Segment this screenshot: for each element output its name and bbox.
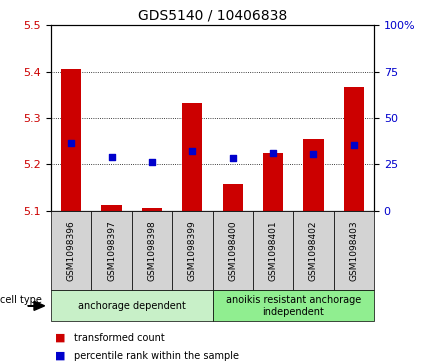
Bar	[303, 139, 323, 211]
Text: cell type: cell type	[0, 295, 42, 305]
Point	[310, 151, 317, 157]
Text: ■: ■	[55, 351, 66, 361]
Bar	[344, 86, 364, 211]
Bar	[223, 184, 243, 211]
Point	[189, 148, 196, 154]
Title: GDS5140 / 10406838: GDS5140 / 10406838	[138, 9, 287, 23]
Point	[108, 154, 115, 160]
Point	[229, 155, 236, 161]
Bar	[263, 153, 283, 211]
Text: ■: ■	[55, 333, 66, 343]
Point	[149, 159, 156, 165]
Point	[269, 150, 276, 156]
Text: GSM1098398: GSM1098398	[147, 220, 156, 281]
Bar	[61, 69, 81, 211]
Text: anoikis resistant anchorage
independent: anoikis resistant anchorage independent	[226, 295, 361, 317]
Bar	[142, 208, 162, 211]
Text: GSM1098401: GSM1098401	[269, 220, 278, 281]
Point	[350, 142, 357, 148]
Text: GSM1098399: GSM1098399	[188, 220, 197, 281]
Text: GSM1098403: GSM1098403	[349, 220, 358, 281]
Text: GSM1098397: GSM1098397	[107, 220, 116, 281]
Text: percentile rank within the sample: percentile rank within the sample	[74, 351, 239, 361]
Bar	[102, 205, 122, 211]
Point	[68, 140, 75, 146]
Text: transformed count: transformed count	[74, 333, 165, 343]
Text: GSM1098400: GSM1098400	[228, 220, 237, 281]
Bar	[182, 103, 202, 211]
Text: GSM1098402: GSM1098402	[309, 220, 318, 281]
Text: GSM1098396: GSM1098396	[67, 220, 76, 281]
Text: anchorage dependent: anchorage dependent	[78, 301, 186, 311]
